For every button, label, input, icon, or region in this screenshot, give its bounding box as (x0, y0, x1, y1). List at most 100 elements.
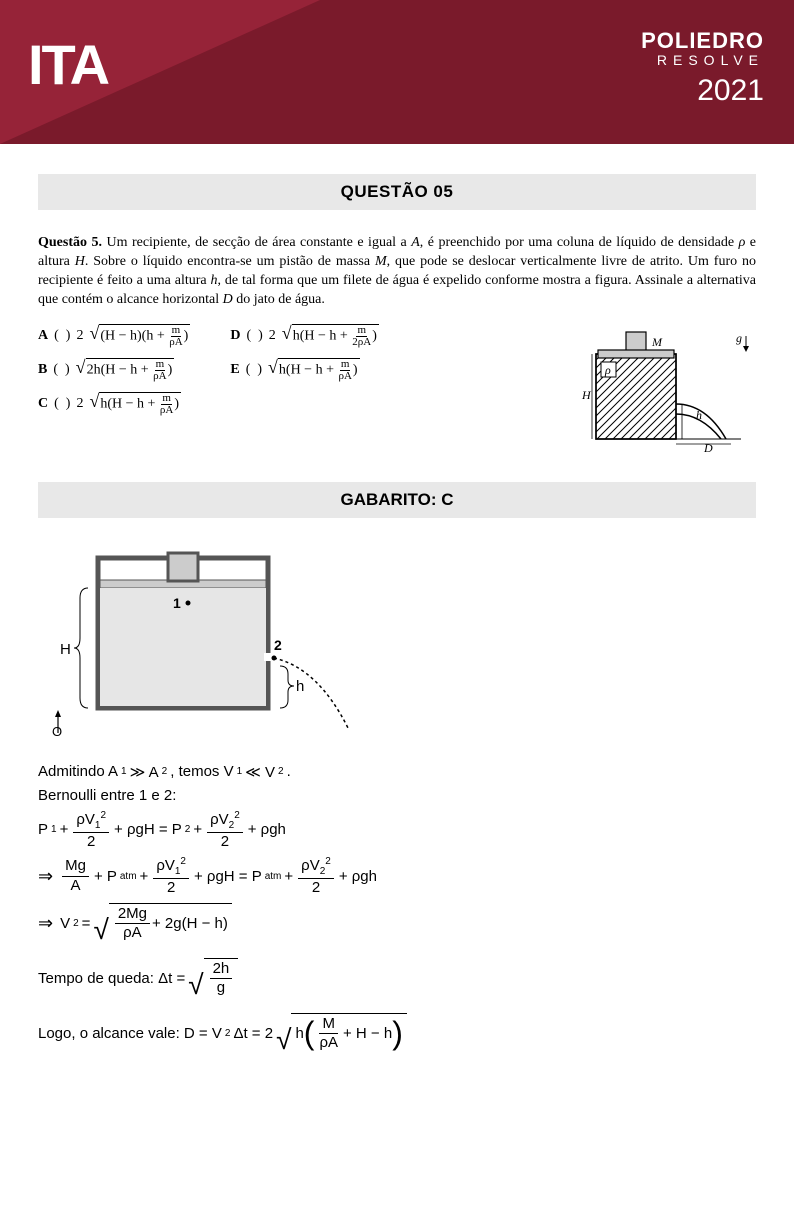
sol-l1c: , temos V (170, 763, 233, 780)
alt-B-tail: ) (168, 362, 173, 377)
alt-D-tail: ) (372, 328, 377, 343)
alt-A-rad-text: (H − h)(h + (100, 328, 168, 343)
question-title-bar: QUESTÃO 05 (38, 174, 756, 210)
alt-E-rad-text: h(H − h + (279, 362, 338, 377)
alt-D-radicand: h(H − h + m2ρA) (292, 324, 379, 348)
alt-A-radicand: (H − h)(h + mρA) (99, 324, 190, 348)
question-statement: Questão 5. Um recipiente, de secção de á… (38, 234, 756, 310)
tempo-num: 2h (210, 961, 233, 980)
alt-E-den: ρA (337, 371, 352, 382)
sol-l2: Bernoulli entre 1 e 2: (38, 787, 176, 804)
sol-l1a: Admitindo A (38, 763, 118, 780)
alt-D-paren: ( ) (246, 328, 262, 344)
sol-O: O (52, 724, 62, 738)
sol-l1d: ≪ V (245, 763, 275, 781)
alt-B-radicand: 2h(H − h + mρA) (86, 358, 175, 382)
alternative-A: A ( ) 2 √ (H − h)(h + mρA) (38, 324, 190, 348)
sol-logo-b: Δt = 2 (233, 1025, 273, 1042)
sol-final: Logo, o alcance vale: D = V2 Δt = 2 √ h … (38, 1013, 756, 1054)
sol-point1: 1 (173, 595, 181, 611)
diagram-h: h (696, 408, 702, 422)
alt-C-label: C (38, 396, 48, 412)
alt-A-sqrt: √ (H − h)(h + mρA) (89, 324, 190, 348)
alt-C-den: ρA (159, 405, 174, 416)
radical-icon: √ (76, 358, 86, 376)
diagram-rho: ρ (604, 363, 611, 377)
alt-C-radicand: h(H − h + mρA) (99, 392, 181, 416)
var-H: H (75, 254, 85, 269)
diagram-g: g⃗ (736, 331, 751, 345)
alt-C-num: m (161, 393, 172, 405)
sol-tempo-label: Tempo de queda: Δt = (38, 970, 185, 987)
sol-line-2: Bernoulli entre 1 e 2: (38, 787, 756, 804)
alt-E-radicand: h(H − h + mρA) (278, 358, 360, 382)
alt-B-den: ρA (152, 371, 167, 382)
alt-B-frac: mρA (152, 359, 167, 382)
final-Hmh: + H − h (343, 1025, 392, 1042)
alt-E-num: m (340, 359, 351, 371)
qtext-7: do jato de água. (233, 292, 325, 307)
page-header: ITA POLIEDRO RESOLVE 2021 (0, 0, 794, 144)
alt-B-num: m (155, 359, 166, 371)
qtext-1: Um recipiente, de secção de área constan… (106, 235, 411, 250)
alt-E-frac: mρA (337, 359, 352, 382)
diagram-M: M (651, 335, 663, 349)
alt-C-frac: mρA (159, 393, 174, 416)
alt-A-paren: ( ) (54, 328, 70, 344)
question-diagram: M ρ H h D g⃗ (576, 324, 756, 454)
sol-l1b: ≫ A (130, 763, 159, 781)
poliedro-brand: POLIEDRO RESOLVE 2021 (641, 28, 764, 108)
alt-D-sqrt: √ h(H − h + m2ρA) (282, 324, 379, 348)
alternatives-columns: A ( ) 2 √ (H − h)(h + mρA) B ( ) √ (38, 324, 556, 454)
alt-C-rad-text: h(H − h + (100, 396, 159, 411)
qtext-2: , é preenchido por uma coluna de líquido… (420, 235, 739, 250)
alt-E-paren: ( ) (246, 362, 262, 378)
var-A: A (411, 235, 420, 250)
alt-E-sqrt: √ h(H − h + mρA) (268, 358, 360, 382)
alt-D-coef: 2 (269, 328, 276, 344)
radical-icon: √ (268, 358, 278, 376)
alt-C-tail: ) (174, 396, 179, 411)
sol-point2: 2 (274, 637, 282, 653)
qtext-4: . Sobre o líquido encontra-se um pistão … (85, 254, 375, 269)
answer-title: GABARITO: C (340, 490, 453, 509)
sol-l1e: . (287, 763, 291, 780)
alt-D-rad-text: h(H − h + (293, 328, 352, 343)
sol-line-1: Admitindo A1 ≫ A2 , temos V1 ≪ V2 . (38, 763, 756, 781)
alternative-D: D ( ) 2 √ h(H − h + m2ρA) (230, 324, 379, 348)
solution-diagram: 1 2 H h O (38, 538, 358, 738)
final-pA: ρA (316, 1034, 341, 1052)
content-area: QUESTÃO 05 Questão 5. Um recipiente, de … (0, 144, 794, 1080)
year-text: 2021 (641, 74, 764, 108)
alt-C-sqrt: √ h(H − h + mρA) (89, 392, 181, 416)
alt-col-1: A ( ) 2 √ (H − h)(h + mρA) B ( ) √ (38, 324, 190, 454)
final-M: M (319, 1016, 338, 1035)
answer-title-bar: GABARITO: C (38, 482, 756, 518)
alt-D-label: D (230, 328, 240, 344)
sol-logo-a: Logo, o alcance vale: D = V (38, 1025, 222, 1042)
sol-eq3: ⇒ V2 = √ 2MgρA + 2g(H − h) (38, 903, 756, 944)
radical-icon: √ (89, 324, 99, 342)
alt-A-num: m (171, 325, 182, 337)
question-lead: Questão 5. (38, 235, 102, 250)
diagram-D: D (703, 441, 713, 454)
alt-D-den: 2ρA (351, 337, 372, 348)
alt-C-paren: ( ) (54, 396, 70, 412)
sol-H: H (60, 641, 71, 658)
alternatives-row: A ( ) 2 √ (H − h)(h + mρA) B ( ) √ (38, 324, 756, 454)
sol-tempo: Tempo de queda: Δt = √ 2hg (38, 958, 756, 999)
var-D: D (223, 292, 233, 307)
tempo-den: g (214, 979, 228, 997)
alt-E-label: E (230, 362, 239, 378)
sol-eq1: P1+ ρV122 + ρgH = P2+ ρV222 + ρgh (38, 810, 756, 851)
radical-icon: √ (282, 324, 292, 342)
alt-C-coef: 2 (76, 396, 83, 412)
alt-A-tail: ) (184, 328, 189, 343)
alternative-B: B ( ) √ 2h(H − h + mρA) (38, 358, 190, 382)
alt-B-rad-text: 2h(H − h + (87, 362, 153, 377)
alt-B-label: B (38, 362, 47, 378)
resolve-text: RESOLVE (641, 52, 764, 68)
sol-h: h (296, 678, 304, 695)
alt-D-frac: m2ρA (351, 325, 372, 348)
alt-B-paren: ( ) (53, 362, 69, 378)
